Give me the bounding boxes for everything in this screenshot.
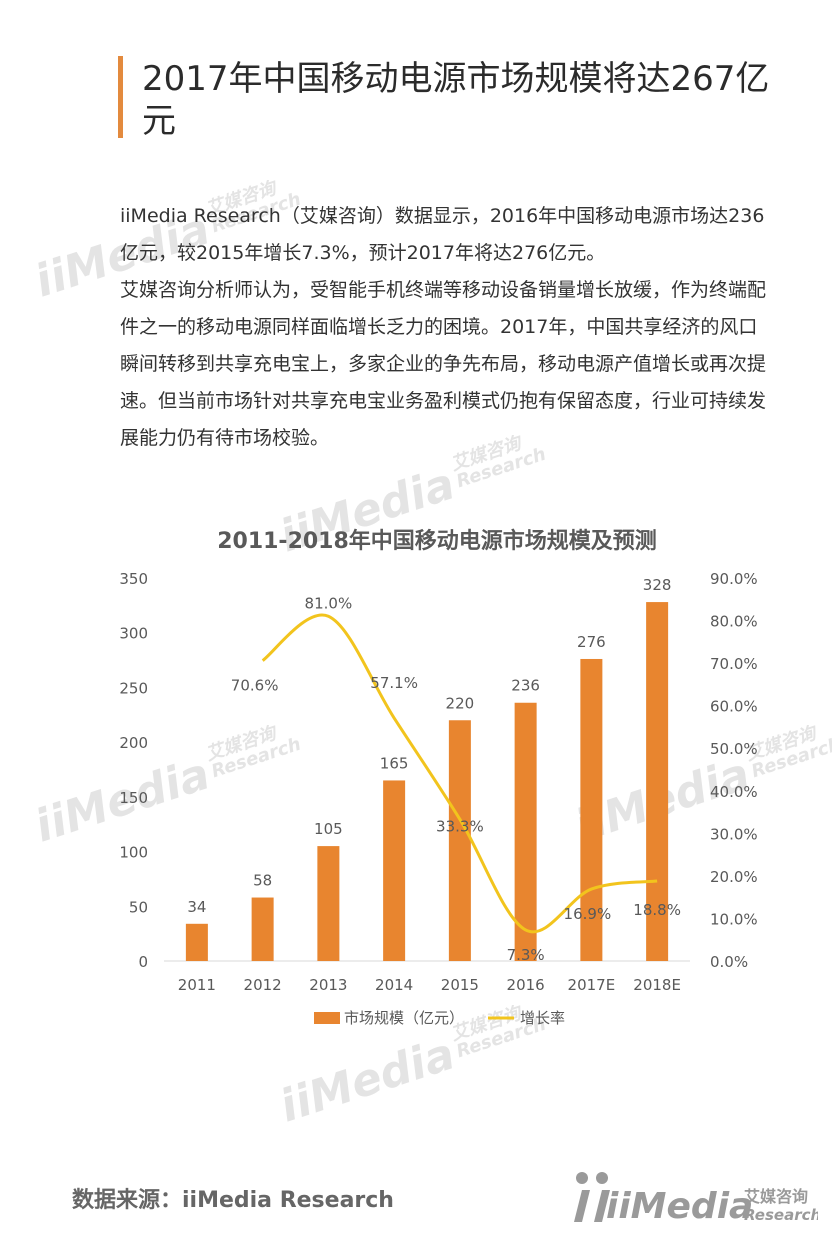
y-left-tick-label: 200 — [119, 734, 148, 752]
x-tick-label: 2014 — [375, 976, 413, 994]
bar-value-label: 165 — [380, 754, 409, 772]
bar-series — [185, 602, 669, 961]
bar — [580, 658, 603, 961]
y-right-tick-label: 50.0% — [710, 740, 758, 758]
y-right-tick-label: 70.0% — [710, 655, 758, 673]
x-tick-label: 2011 — [178, 976, 216, 994]
logo-en: Research — [744, 1206, 818, 1224]
y-right-tick-label: 30.0% — [710, 825, 758, 843]
bar-value-label: 105 — [314, 820, 343, 838]
legend-label-bar: 市场规模（亿元） — [344, 1009, 464, 1027]
bar — [383, 780, 406, 961]
bar — [185, 923, 208, 961]
x-tick-label: 2015 — [441, 976, 479, 994]
x-tick-label: 2018E — [633, 976, 681, 994]
legend-label-line: 增长率 — [520, 1009, 565, 1027]
y-right-tick-label: 10.0% — [710, 910, 758, 928]
bar-value-label: 58 — [253, 872, 272, 890]
line-value-label: 18.8% — [633, 901, 681, 919]
chart-title: 2011-2018年中国移动电源市场规模及预测 — [217, 528, 657, 554]
y-left-tick-label: 350 — [119, 570, 148, 588]
x-tick-label: 2016 — [507, 976, 545, 994]
y-axis-left: 0 50 100 150 200 250 300 350 — [119, 570, 148, 971]
y-left-tick-label: 150 — [119, 789, 148, 807]
y-right-tick-label: 90.0% — [710, 570, 758, 588]
iimedia-logo: iiMedia 艾媒咨询 Research — [574, 1172, 818, 1226]
bar — [251, 897, 274, 961]
bar-value-label: 220 — [446, 694, 475, 712]
paragraph: iiMedia Research（艾媒咨询）数据显示，2016年中国移动电源市场… — [120, 205, 765, 264]
logo-cn: 艾媒咨询 — [744, 1187, 808, 1206]
line-value-label: 16.9% — [564, 905, 612, 923]
line-labels: 70.6% 81.0% 57.1% 33.3% 7.3% 16.9% 18.8% — [231, 594, 681, 964]
bar — [646, 602, 669, 961]
bar-labels: 34 58 105 165 220 236 276 328 — [187, 576, 671, 916]
line-value-label: 7.3% — [507, 946, 545, 964]
bar-value-label: 328 — [643, 576, 672, 594]
bar-value-label: 276 — [577, 633, 606, 651]
y-axis-right: 0.0% 10.0% 20.0% 30.0% 40.0% 50.0% 60.0% 70.0% 8… — [710, 570, 758, 971]
bar — [448, 720, 471, 961]
bar — [514, 702, 537, 961]
y-left-tick-label: 50 — [129, 898, 148, 916]
line-value-label: 33.3% — [436, 817, 484, 835]
market-size-chart: 2011-2018年中国移动电源市场规模及预测 0 50 100 150 200 250 3… — [119, 528, 758, 1027]
x-tick-label: 2013 — [309, 976, 347, 994]
y-right-tick-label: 60.0% — [710, 698, 758, 716]
data-source: 数据来源：iiMedia Research — [72, 1188, 394, 1213]
line-value-label: 70.6% — [231, 677, 279, 695]
x-tick-label: 2017E — [568, 976, 616, 994]
y-left-tick-label: 250 — [119, 679, 148, 697]
legend-swatch-bar — [314, 1012, 340, 1024]
bar-value-label: 236 — [511, 677, 540, 695]
body-text: iiMedia Research（艾媒咨询）数据显示，2016年中国移动电源市场… — [120, 198, 770, 457]
y-left-tick-label: 100 — [119, 844, 148, 862]
legend: 市场规模（亿元） 增长率 — [314, 1009, 565, 1027]
x-tick-label: 2012 — [244, 976, 282, 994]
paragraph: 艾媒咨询分析师认为，受智能手机终端等移动设备销量增长放缓，作为终端配件之一的移动… — [120, 279, 767, 449]
title-accent-bar — [118, 56, 123, 138]
line-value-label: 81.0% — [305, 594, 353, 612]
y-right-tick-label: 0.0% — [710, 953, 748, 971]
line-value-label: 57.1% — [370, 674, 418, 692]
growth-rate-line — [261, 613, 658, 934]
y-left-tick-label: 300 — [119, 625, 148, 643]
bar — [317, 846, 340, 961]
page-title: 2017年中国移动电源市场规模将达267亿元 — [142, 59, 770, 141]
logo-brand: iiMedia — [606, 1186, 753, 1226]
y-right-tick-label: 20.0% — [710, 868, 758, 886]
bar-value-label: 34 — [187, 898, 206, 916]
y-left-tick-label: 0 — [138, 953, 148, 971]
x-axis-labels: 2011 2012 2013 2014 2015 2016 2017E 2018E — [178, 976, 681, 994]
y-right-tick-label: 80.0% — [710, 613, 758, 631]
y-right-tick-label: 40.0% — [710, 783, 758, 801]
